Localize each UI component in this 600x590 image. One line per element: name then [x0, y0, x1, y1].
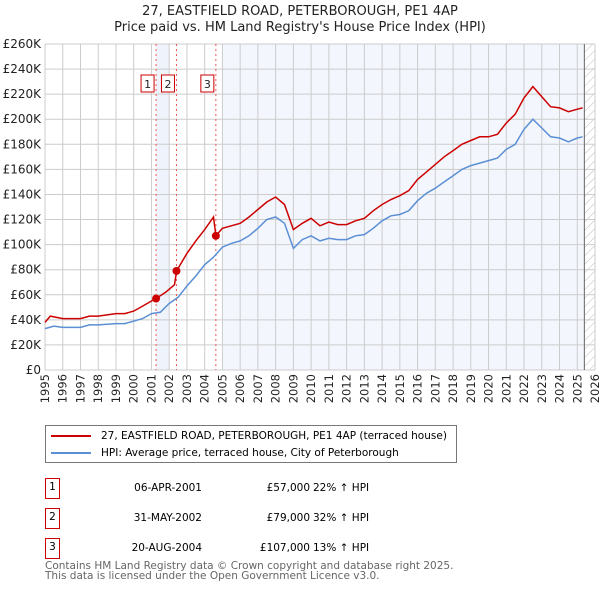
sale-badge-label: 2	[164, 78, 171, 91]
y-tick-label: £100K	[3, 238, 43, 252]
footer-line: Contains HM Land Registry data © Crown c…	[45, 560, 454, 572]
price-chart: £0 £20K £40K £60K £80K £100K £120K £140K £160K £1…	[3, 37, 600, 403]
sale-badge	[140, 74, 155, 93]
x-tick-label: 1997	[73, 374, 87, 403]
forecast-hatch	[584, 44, 595, 370]
x-tick-label: 2019	[464, 374, 478, 403]
x-tick-label: 2010	[304, 374, 318, 403]
sale-price: £79,000	[266, 512, 310, 524]
sale-badge-label: 3	[204, 78, 211, 91]
x-tick-label: 2016	[411, 374, 425, 403]
footer-line: This data is licensed under the Open Gov…	[45, 570, 380, 582]
y-tick-label: £240K	[3, 62, 43, 76]
x-tick-label: 2013	[357, 374, 371, 403]
sale-price: £57,000	[266, 482, 310, 494]
y-tick-label: £120K	[3, 213, 43, 227]
sale-badge	[160, 74, 175, 93]
sale-hpi-diff: 22% ↑ HPI	[313, 482, 370, 494]
x-tick-label: 2026	[588, 374, 600, 403]
sale-badge: 2	[45, 508, 60, 529]
chart-title: 27, EASTFIELD ROAD, PETERBOROUGH, PE1 4A…	[142, 4, 458, 19]
x-tick-label: 2015	[393, 374, 407, 403]
y-tick-label: £260K	[3, 37, 43, 51]
sale-badge-label: 1	[144, 78, 151, 91]
x-tick-label: 1996	[56, 374, 70, 403]
x-tick-label: 2021	[499, 374, 513, 403]
sale-badge: 1	[45, 478, 60, 499]
y-tick-label: £180K	[3, 137, 43, 151]
sale-row: 3 20-AUG-2004 £107,000 13% ↑ HPI	[45, 538, 465, 562]
y-tick-label: £40K	[10, 313, 42, 327]
y-tick-label: £220K	[3, 87, 43, 101]
chart-subtitle: Price paid vs. HM Land Registry's House …	[114, 20, 486, 35]
legend: 27, EASTFIELD ROAD, PETERBOROUGH, PE1 4A…	[45, 425, 457, 463]
x-tick-label: 2022	[517, 374, 531, 403]
x-tick-label: 2001	[144, 374, 158, 403]
shaded-region	[222, 44, 585, 370]
x-tick-label: 1995	[38, 374, 52, 403]
sale-row: 1 06-APR-2001 £57,000 22% ↑ HPI	[45, 478, 465, 502]
y-tick-label: £0	[26, 363, 41, 377]
x-tick-label: 2006	[233, 374, 247, 403]
x-tick-label: 2007	[251, 374, 265, 403]
x-tick-label: 2024	[553, 374, 567, 403]
x-tick-label: 2011	[322, 374, 336, 403]
sale-hpi-diff: 32% ↑ HPI	[313, 512, 370, 524]
hpi-line	[44, 118, 583, 330]
y-tick-label: £80K	[10, 263, 42, 277]
x-tick-label: 1999	[109, 374, 123, 403]
sale-date: 20-AUG-2004	[131, 542, 202, 554]
sale-badge: 3	[45, 538, 60, 559]
x-tick-label: 2012	[340, 374, 354, 403]
footer: Contains HM Land Registry data © Crown c…	[45, 560, 454, 582]
x-tick-label: 2005	[215, 374, 229, 403]
x-tick-label: 2023	[535, 374, 549, 403]
x-tick-label: 2020	[482, 374, 496, 403]
x-tick-label: 1998	[91, 374, 105, 403]
y-tick-label: £160K	[3, 162, 43, 176]
legend-item-property: 27, EASTFIELD ROAD, PETERBOROUGH, PE1 4A…	[46, 428, 447, 444]
x-tick-label: 2017	[428, 374, 442, 403]
x-tick-label: 2008	[269, 374, 283, 403]
y-tick-label: £60K	[10, 288, 42, 302]
x-tick-label: 2004	[198, 374, 212, 403]
sale-point	[152, 294, 161, 303]
sale-row: 2 31-MAY-2002 £79,000 32% ↑ HPI	[45, 508, 465, 532]
y-tick-label: £200K	[3, 112, 43, 126]
x-tick-label: 2018	[446, 374, 460, 403]
y-tick-label: £20K	[10, 338, 42, 352]
x-tick-label: 2000	[127, 374, 141, 403]
legend-label: 27, EASTFIELD ROAD, PETERBOROUGH, PE1 4A…	[101, 430, 447, 442]
y-tick-label: £140K	[3, 187, 43, 201]
x-tick-label: 2025	[570, 374, 584, 403]
x-tick-label: 2002	[162, 374, 176, 403]
x-tick-label: 2014	[375, 374, 389, 403]
property-price-line	[44, 85, 583, 323]
sale-badge	[200, 74, 215, 93]
red-line-swatch	[51, 435, 91, 437]
sale-point	[211, 231, 220, 240]
sale-date: 31-MAY-2002	[133, 512, 202, 524]
shaded-region	[156, 44, 170, 370]
x-tick-label: 2009	[286, 374, 300, 403]
blue-line-swatch	[51, 452, 91, 454]
sale-point	[172, 266, 181, 275]
sale-date: 06-APR-2001	[134, 482, 202, 494]
sale-hpi-diff: 13% ↑ HPI	[313, 542, 370, 554]
legend-item-hpi: HPI: Average price, terraced house, City…	[46, 445, 399, 461]
sale-price: £107,000	[259, 542, 310, 554]
legend-label: HPI: Average price, terraced house, City…	[101, 447, 399, 459]
x-tick-label: 2003	[180, 374, 194, 403]
